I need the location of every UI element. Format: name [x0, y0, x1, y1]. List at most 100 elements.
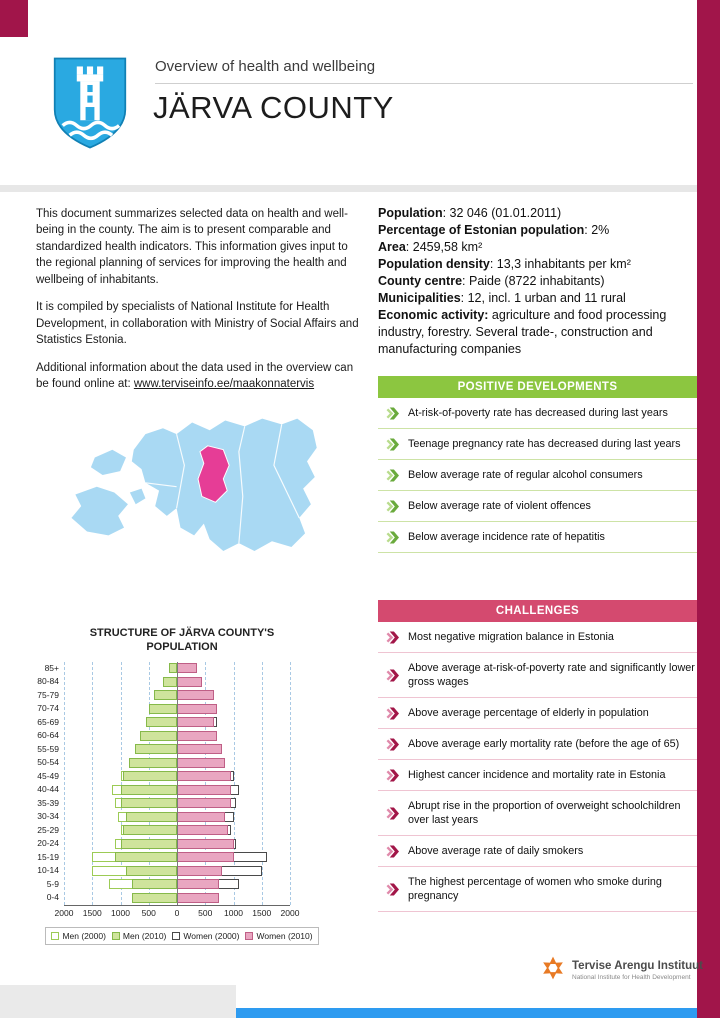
legend-label: Men (2010) — [122, 930, 167, 941]
fact-label: Municipalities — [378, 291, 461, 305]
tai-logo-text: Tervise Arengu Instituut National Instit… — [572, 960, 703, 982]
gridline — [64, 661, 65, 905]
pyramid-bar — [126, 865, 177, 876]
hiiumaa-island-shape — [90, 449, 126, 476]
fact-label: Population density — [378, 257, 490, 271]
center-axis-line — [177, 661, 178, 905]
age-group-label: 60-64 — [37, 730, 59, 741]
bullet-item: Abrupt rise in the proportion of overwei… — [378, 791, 697, 837]
x-tick-label: 1500 — [252, 907, 272, 918]
terviseinfo-link[interactable]: www.terviseinfo.ee/maakonnatervis — [133, 377, 315, 390]
bullet-text: Below average incidence rate of hepatiti… — [408, 531, 605, 544]
pyramid-bar — [123, 825, 177, 836]
bullet-item: Above average rate of daily smokers — [378, 836, 697, 868]
challenges-list: Most negative migration balance in Eston… — [378, 622, 697, 913]
pyramid-bar — [148, 703, 177, 714]
age-group-label: 50-54 — [37, 757, 59, 768]
fact-line: Economic activity: agriculture and food … — [378, 307, 696, 358]
fact-value: : 12, incl. 1 urban and 11 rural — [460, 291, 626, 305]
pyramid-bar — [177, 892, 220, 903]
arrow-icon — [386, 883, 399, 896]
gridline — [205, 661, 207, 905]
pyramid-bar — [177, 757, 226, 768]
fact-line: Municipalities: 12, incl. 1 urban and 11… — [378, 290, 696, 307]
bullet-item: Most negative migration balance in Eston… — [378, 622, 697, 654]
fact-line: Area: 2459,58 km² — [378, 239, 696, 256]
legend-swatch — [245, 931, 254, 940]
bullet-text: Above average early mortality rate (befo… — [408, 738, 680, 751]
x-tick-label: 1000 — [111, 907, 130, 918]
legend-label: Women (2000) — [183, 930, 240, 941]
intro-paragraph-3: Additional information about the data us… — [36, 360, 364, 393]
intro-link-prefix: Additional information about the data us… — [36, 361, 354, 390]
pyramid-bar — [177, 865, 223, 876]
arrow-icon — [386, 669, 399, 682]
fact-value: agriculture and food processing industry… — [378, 308, 667, 356]
bullet-text: Most negative migration balance in Eston… — [408, 631, 614, 643]
chart-legend: Men (2000) Men (2010) Women (2000) Women (2… — [45, 926, 319, 945]
pyramid-bar — [134, 744, 177, 755]
arrow-icon — [386, 807, 399, 820]
pyramid-bar — [128, 757, 177, 768]
gridline — [261, 661, 263, 905]
fact-value: : 2% — [584, 223, 610, 237]
bullet-text: Highest cancer incidence and mortality r… — [408, 769, 666, 782]
pyramid-bar — [177, 663, 197, 674]
footer-blue-bar — [236, 1008, 697, 1018]
pyramid-bar — [140, 730, 177, 741]
pyramid-bar — [177, 838, 234, 849]
challenges-panel: CHALLENGES Most negative migration balan… — [378, 600, 697, 913]
bullet-text: Above average at-risk-of-poverty rate an… — [408, 662, 695, 689]
bullet-text: The highest percentage of women who smok… — [408, 876, 662, 903]
bullet-item: Above average early mortality rate (befo… — [378, 729, 697, 761]
county-border-lines — [145, 424, 300, 544]
pyramid-bar — [177, 717, 214, 728]
fact-line: Percentage of Estonian population: 2% — [378, 222, 696, 239]
pyramid-bar — [177, 744, 223, 755]
bullet-text: Abrupt rise in the proportion of overwei… — [408, 800, 681, 827]
legend-item: Women (2010) — [245, 931, 313, 941]
gridline — [92, 661, 94, 905]
chart-x-axis-labels: 2000 1500 1000 500 0 500 1000 1500 2000 — [55, 906, 300, 919]
pyramid-bar — [177, 784, 231, 795]
positive-developments-header: POSITIVE DEVELOPMENTS — [378, 376, 697, 398]
gridline — [120, 661, 122, 905]
age-group-label: 70-74 — [37, 703, 59, 714]
bullet-item: Below average rate of regular alcohol co… — [378, 460, 697, 492]
fact-value: : 13,3 inhabitants per km² — [489, 257, 631, 271]
bullet-text: Above average percentage of elderly in p… — [408, 707, 649, 720]
age-group-label: 55-59 — [37, 743, 59, 754]
intro-paragraph-2: It is compiled by specialists of Nationa… — [36, 301, 359, 347]
pyramid-bar — [177, 690, 214, 701]
intro-text-block: This document summarizes selected data o… — [36, 206, 364, 403]
arrow-icon — [386, 769, 399, 782]
age-group-label: 30-34 — [37, 811, 59, 822]
bullet-item: Teenage pregnancy rate has decreased dur… — [378, 429, 697, 461]
intro-paragraph-1: This document summarizes selected data o… — [36, 208, 348, 286]
document-subtitle: Overview of health and wellbeing — [155, 58, 376, 75]
pyramid-bar — [114, 852, 177, 863]
pyramid-bar — [126, 811, 177, 822]
page-title: JÄRVA COUNTY — [153, 90, 394, 125]
legend-item: Men (2000) — [51, 930, 106, 941]
legend-label: Men (2000) — [62, 930, 106, 941]
fact-value: : 2459,58 km² — [405, 240, 483, 254]
right-edge-accent-strip — [697, 0, 720, 1018]
fact-value: : Paide (8722 inhabitants) — [462, 274, 605, 288]
age-group-label: 65-69 — [37, 716, 59, 727]
pyramid-bar — [177, 798, 231, 809]
x-tick-label: 1000 — [224, 907, 243, 918]
muhu-island-shape — [129, 488, 146, 505]
arrow-icon — [386, 500, 399, 513]
pyramid-bar — [168, 663, 177, 674]
logo-name: Tervise Arengu Instituut — [572, 959, 703, 972]
bullet-item: Highest cancer incidence and mortality r… — [378, 760, 697, 792]
age-group-label: 85+ — [44, 662, 59, 673]
bullet-item: At-risk-of-poverty rate has decreased du… — [378, 398, 697, 430]
pyramid-bar — [177, 676, 203, 687]
arrow-icon — [386, 845, 399, 858]
pyramid-bar — [177, 825, 228, 836]
bullet-text: Above average rate of daily smokers — [408, 845, 584, 858]
pyramid-plot-area — [64, 661, 291, 906]
fact-line: Population density: 13,3 inhabitants per… — [378, 256, 696, 273]
